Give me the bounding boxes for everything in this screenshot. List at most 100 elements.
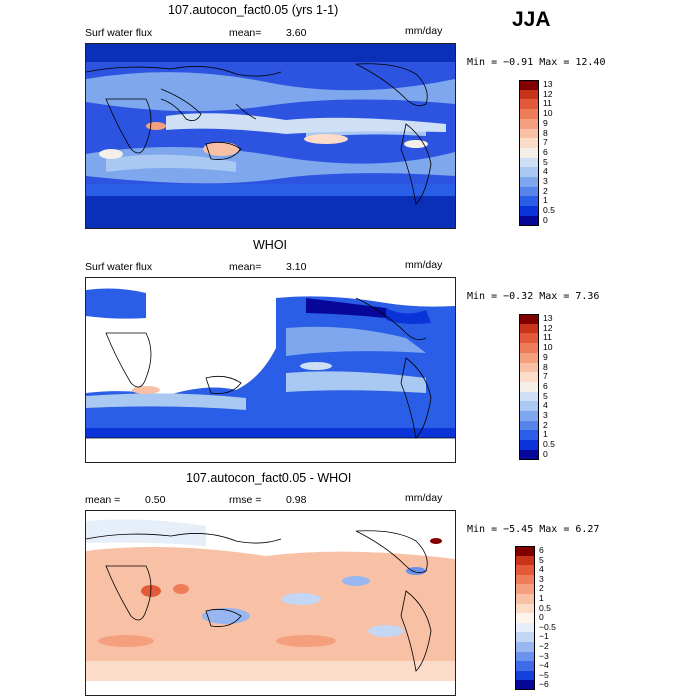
colorbar-swatch — [515, 584, 535, 595]
colorbar-tick-label: −4 — [539, 660, 549, 671]
colorbar-swatch — [519, 138, 539, 149]
colorbar-tick-label: 10 — [543, 108, 553, 119]
colorbar-swatch — [519, 206, 539, 217]
colorbar-swatch — [519, 372, 539, 383]
colorbar-tick-label: 4 — [539, 564, 544, 575]
colorbar-tick-label: 1 — [543, 195, 548, 206]
panel3-mean-label: mean = — [85, 494, 121, 506]
panel1-title: 107.autocon_fact0.05 (yrs 1-1) — [168, 3, 339, 17]
panel3-minmax: Min = −5.45 Max = 6.27 — [467, 524, 600, 535]
colorbar-swatch — [515, 613, 535, 624]
colorbar-tick-label: 0 — [539, 612, 544, 623]
panel3-rmse-label: rmse = — [229, 494, 262, 506]
colorbar-swatch — [515, 555, 535, 566]
colorbar-tick-label: 3 — [543, 176, 548, 186]
colorbar-tick-label: 9 — [543, 117, 548, 128]
colorbar-swatch — [519, 186, 539, 197]
panel1-variable-label: Surf water flux — [85, 27, 153, 39]
colorbar-tick-label: 12 — [543, 88, 553, 99]
colorbar-swatch — [519, 430, 539, 441]
colorbar-tick-label: 3 — [543, 410, 548, 420]
colorbar-swatch — [519, 89, 539, 100]
colorbar-tick-label: −3 — [539, 650, 549, 661]
colorbar-swatch — [519, 381, 539, 393]
panel2-title: WHOI — [253, 238, 288, 252]
colorbar-swatch — [515, 670, 535, 681]
colorbar-tick-label: 11 — [543, 98, 552, 109]
colorbar-tick-label: 8 — [543, 361, 548, 372]
colorbar-swatch — [519, 401, 539, 412]
panel2-variable-label: Surf water flux — [85, 261, 153, 273]
panel2-map — [85, 277, 456, 463]
colorbar-tick-label: −6 — [539, 679, 549, 690]
panel2-minmax: Min = −0.32 Max = 7.36 — [467, 291, 600, 302]
colorbar-tick-label: 5 — [543, 156, 548, 167]
colorbar-swatch — [519, 167, 539, 178]
panel3-map — [85, 510, 456, 696]
colorbar-swatch — [515, 603, 535, 614]
colorbar-tick-label: 8 — [543, 127, 548, 138]
colorbar-tick-label: 0 — [543, 214, 548, 225]
colorbar-tick-label: 1 — [539, 593, 544, 603]
colorbar-swatch — [515, 565, 535, 576]
season-label: JJA — [512, 8, 551, 31]
panel3-title: 107.autocon_fact0.05 - WHOI — [186, 471, 352, 485]
colorbar-swatch — [515, 661, 535, 672]
colorbar-tick-label: 13 — [543, 79, 553, 89]
colorbar-tick-label: −0.5 — [539, 621, 556, 632]
colorbar-tick-label: 6 — [543, 380, 548, 391]
panel3-mean-value: 0.50 — [145, 494, 166, 506]
panel2-mean-value: 3.10 — [286, 261, 307, 273]
colorbar-swatch — [519, 196, 539, 207]
colorbar-swatch — [519, 80, 539, 91]
colorbar-swatch — [519, 323, 539, 334]
colorbar-swatch — [515, 651, 535, 662]
colorbar-swatch — [519, 99, 539, 110]
panel1-mean-label: mean= — [229, 27, 262, 39]
colorbar-tick-label: 0.5 — [543, 205, 555, 216]
colorbar-tick-label: 7 — [543, 137, 548, 148]
colorbar-swatch — [519, 391, 539, 402]
colorbar-swatch — [519, 109, 539, 120]
colorbar-swatch — [515, 546, 535, 557]
colorbar-tick-label: 0.5 — [543, 439, 555, 450]
colorbar-tick-label: 2 — [543, 185, 548, 196]
panel2-units: mm/day — [405, 259, 443, 271]
panel3-rmse-value: 0.98 — [286, 494, 307, 506]
panel1-map — [85, 43, 456, 229]
colorbar-tick-label: 6 — [539, 545, 544, 555]
colorbar-swatch — [519, 411, 539, 422]
panel3-units: mm/day — [405, 492, 443, 504]
colorbar-tick-label: 12 — [543, 322, 553, 333]
colorbar-tick-label: 13 — [543, 313, 553, 323]
colorbar-tick-label: −1 — [539, 631, 549, 642]
colorbar-tick-label: 0 — [543, 448, 548, 459]
panel2-mean-label: mean= — [229, 261, 262, 273]
colorbar-tick-label: 3 — [539, 573, 544, 584]
colorbar-tick-label: 10 — [543, 342, 553, 353]
panel1-mean-value: 3.60 — [286, 27, 307, 39]
colorbar-swatch — [519, 333, 539, 344]
colorbar-swatch — [519, 128, 539, 139]
colorbar-tick-label: 5 — [539, 554, 544, 565]
colorbar-swatch — [515, 632, 535, 643]
colorbar-swatch — [519, 449, 539, 460]
colorbar-tick-label: −5 — [539, 669, 549, 680]
colorbar-swatch — [519, 157, 539, 168]
colorbar-swatch — [519, 362, 539, 373]
colorbar-swatch — [519, 118, 539, 129]
panel1-minmax: Min = −0.91 Max = 12.40 — [467, 57, 606, 68]
colorbar-swatch — [519, 440, 539, 451]
colorbar-swatch — [519, 420, 539, 431]
colorbar-swatch — [519, 147, 539, 159]
panel1-units: mm/day — [405, 25, 443, 37]
colorbar-tick-label: 4 — [543, 166, 548, 177]
colorbar-tick-label: 0.5 — [539, 602, 551, 613]
colorbar-swatch — [519, 314, 539, 325]
colorbar-swatch — [515, 680, 535, 691]
colorbar-swatch — [519, 352, 539, 363]
colorbar-tick-label: −2 — [539, 641, 549, 651]
colorbar-swatch — [519, 343, 539, 354]
colorbar-tick-label: 2 — [539, 583, 544, 594]
colorbar-swatch — [519, 215, 539, 226]
